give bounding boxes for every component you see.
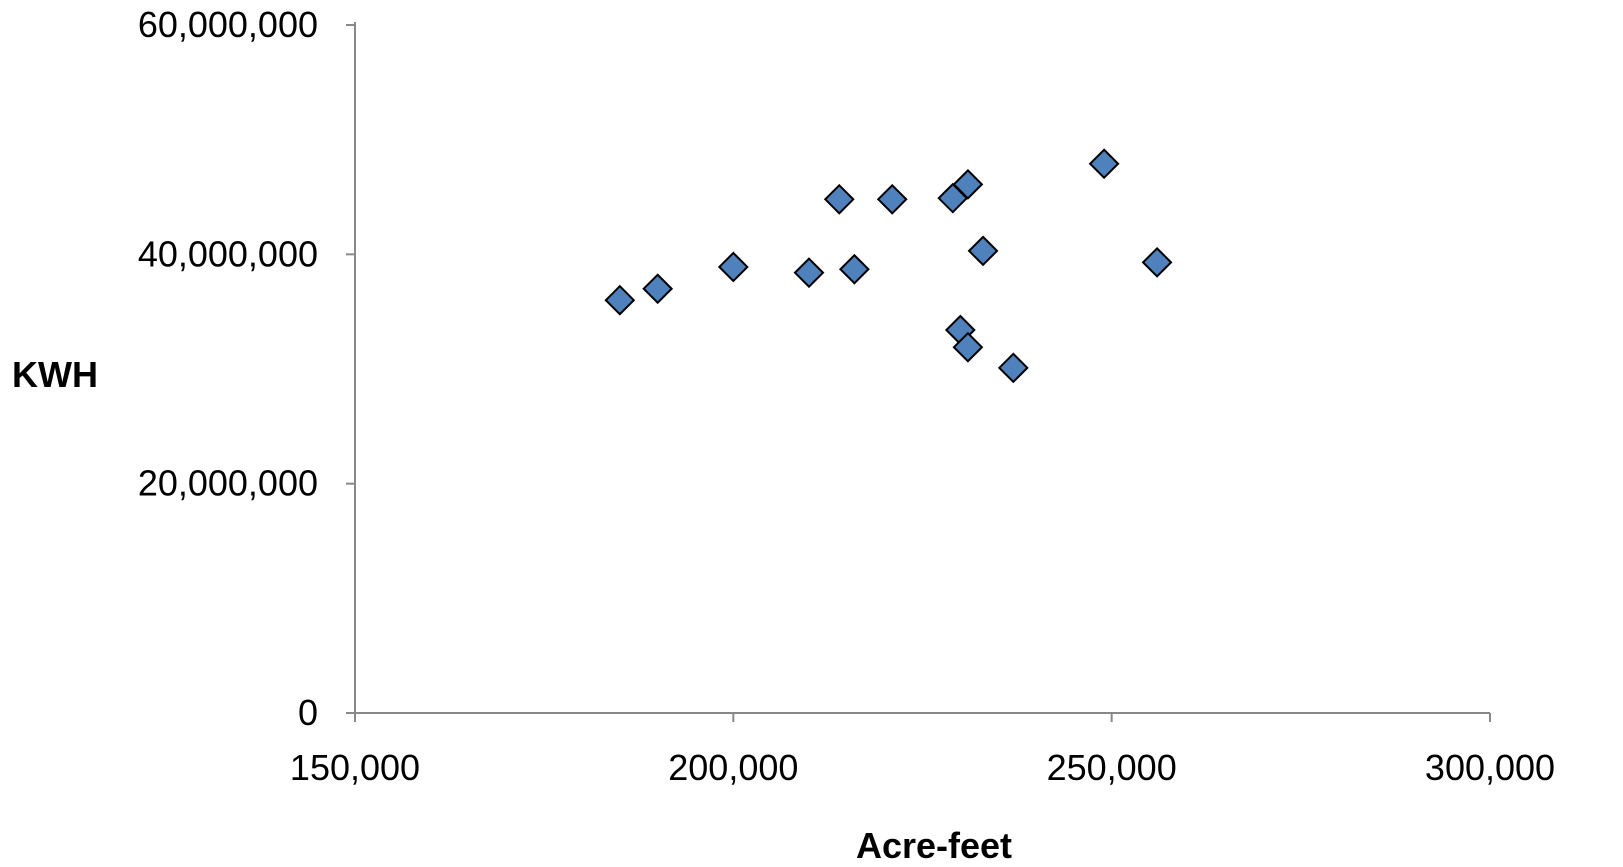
data-point: [823, 183, 855, 215]
data-point: [604, 284, 636, 316]
data-point: [642, 273, 674, 305]
data-point: [967, 235, 999, 267]
data-point: [876, 183, 908, 215]
y-tick-label: 20,000,000: [138, 463, 318, 504]
axes: [354, 22, 1490, 714]
data-point: [997, 352, 1029, 384]
data-point: [793, 257, 825, 289]
ticks: 0 20,000,000 40,000,000 60,000,000 150,000 20…: [138, 4, 1555, 788]
data-point: [838, 253, 870, 285]
y-tick-label: 0: [298, 692, 318, 733]
data-point: [1141, 246, 1173, 278]
data-point: [952, 168, 984, 200]
x-tick-label: 200,000: [668, 747, 798, 788]
y-tick-label: 40,000,000: [138, 233, 318, 274]
data-point: [952, 331, 984, 363]
y-tick-label: 60,000,000: [138, 4, 318, 45]
data-point: [717, 251, 749, 283]
x-axis-title: Acre-feet: [856, 825, 1012, 866]
y-axis-title: KWH: [12, 354, 98, 395]
data-point: [1088, 148, 1120, 180]
data-points: [604, 148, 1173, 384]
x-tick-label: 250,000: [1047, 747, 1177, 788]
x-tick-label: 150,000: [290, 747, 420, 788]
x-tick-label: 300,000: [1425, 747, 1555, 788]
